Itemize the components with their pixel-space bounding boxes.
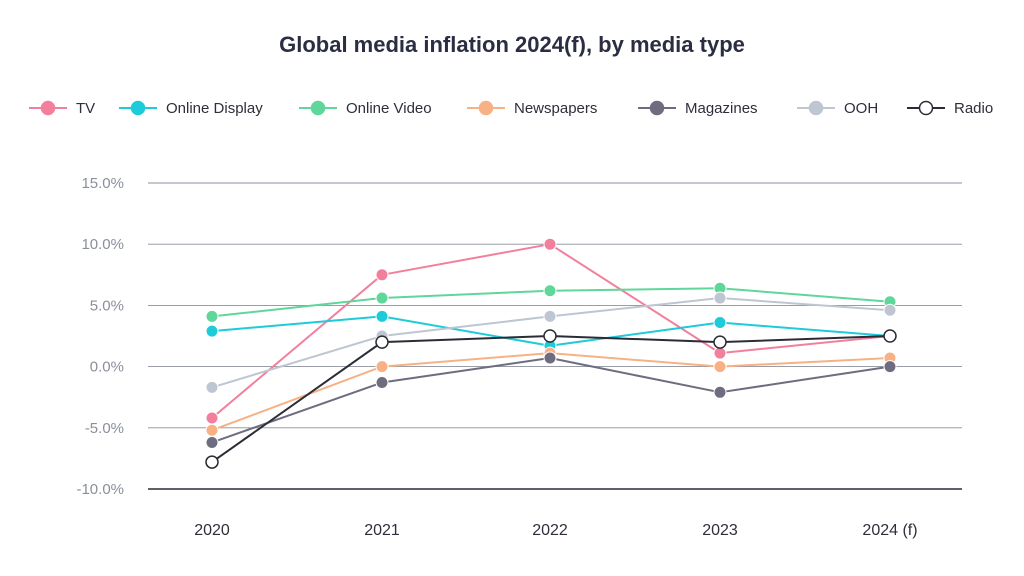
data-point-tv [375, 268, 389, 282]
series-line-magazines [211, 357, 891, 444]
data-point-magazines [375, 376, 389, 390]
data-point-online-video [543, 284, 557, 298]
data-point-online-video [375, 291, 389, 305]
data-point-tv [713, 346, 727, 360]
y-tick-label: 15.0% [81, 175, 124, 192]
x-tick-label: 2022 [532, 522, 568, 539]
legend-swatch [907, 100, 945, 116]
x-tick-label: 2024 (f) [862, 522, 917, 539]
data-point-newspapers [375, 360, 389, 374]
chart-title: Global media inflation 2024(f), by media… [279, 32, 745, 57]
data-point-online-display [375, 309, 389, 323]
legend-swatch [299, 100, 337, 116]
data-point-online-video [205, 309, 219, 323]
legend-swatch [797, 100, 835, 116]
legend-item-radio: Radio [906, 96, 993, 120]
y-axis-ticks: 15.0% 10.0% 5.0% 0.0% -5.0% -10.0% [76, 175, 124, 498]
data-point-ooh [543, 309, 557, 323]
data-point-tv [205, 411, 219, 425]
data-point-ooh [883, 303, 897, 317]
data-point-radio [883, 329, 897, 343]
data-point-radio [205, 455, 219, 469]
data-point-tv [543, 237, 557, 251]
legend-item-tv: TV [28, 96, 95, 120]
x-tick-label: 2023 [702, 522, 738, 539]
legend-label: Magazines [685, 99, 758, 117]
legend-swatch [638, 100, 676, 116]
data-point-ooh [713, 291, 727, 305]
data-point-radio [375, 335, 389, 349]
legend-swatch [467, 100, 505, 116]
legend-swatch [29, 100, 67, 116]
y-tick-label: -10.0% [76, 481, 124, 498]
legend-item-newspapers: Newspapers [466, 96, 597, 120]
data-point-online-display [713, 316, 727, 330]
legend-swatch [119, 100, 157, 116]
legend-label: Newspapers [514, 99, 598, 117]
data-point-magazines [543, 351, 557, 365]
series-points [205, 237, 897, 469]
data-point-magazines [205, 435, 219, 449]
data-point-newspapers [713, 360, 727, 374]
legend-label: TV [76, 99, 96, 117]
x-axis-ticks: 2020 2021 2022 2023 2024 (f) [194, 522, 917, 539]
data-point-online-display [205, 324, 219, 338]
y-tick-label: 5.0% [90, 297, 124, 314]
legend-label: Online Display [166, 99, 263, 117]
data-point-radio [543, 329, 557, 343]
legend-item-magazines: Magazines [637, 96, 758, 120]
series-line-newspapers [211, 352, 891, 432]
data-point-ooh [205, 380, 219, 394]
legend-item-online-video: Online Video [298, 96, 432, 120]
legend-item-online-display: Online Display [118, 96, 263, 120]
legend-label: Online Video [346, 99, 432, 117]
legend-label: OOH [844, 99, 879, 117]
y-tick-label: 10.0% [81, 236, 124, 253]
chart-legend: TV Online Display Online Video Newspapers Ma… [28, 96, 1008, 120]
data-point-magazines [713, 385, 727, 399]
x-tick-label: 2020 [194, 522, 230, 539]
y-tick-label: -5.0% [85, 420, 124, 437]
y-tick-label: 0.0% [90, 359, 124, 376]
x-tick-label: 2021 [364, 522, 400, 539]
legend-item-ooh: OOH [796, 96, 878, 120]
data-point-magazines [883, 360, 897, 374]
legend-label: Radio [954, 99, 994, 117]
data-point-radio [713, 335, 727, 349]
data-point-newspapers [205, 423, 219, 437]
